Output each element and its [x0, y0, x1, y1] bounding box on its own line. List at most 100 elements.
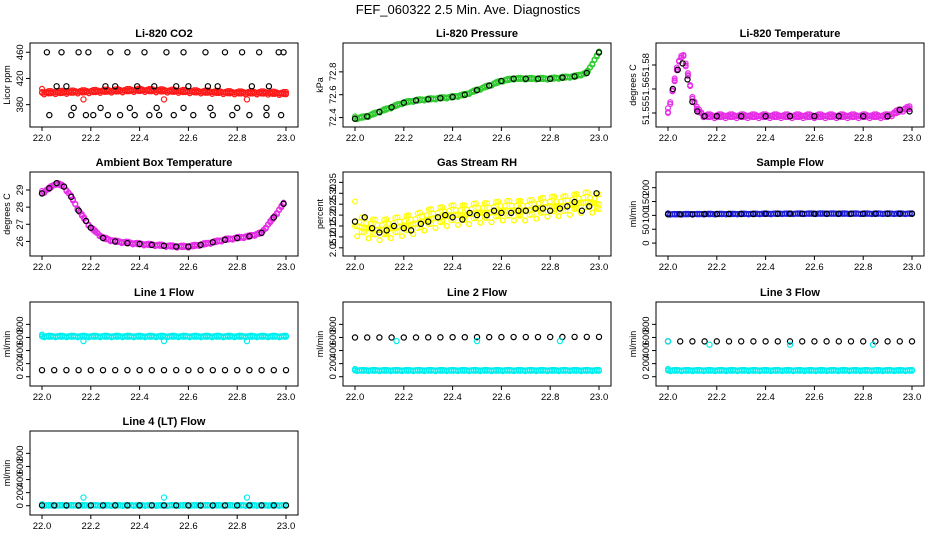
y-tick-label: 380 [15, 97, 26, 113]
band-point [454, 221, 461, 228]
data-point [38, 366, 46, 374]
x-tick-label: 22.6 [492, 262, 511, 273]
data-point [136, 366, 143, 374]
data-point [689, 338, 696, 345]
band-point [472, 200, 479, 207]
series-line1-black-bottom [38, 366, 290, 374]
band-point [428, 206, 435, 213]
data-point [774, 210, 782, 217]
data-point [221, 49, 229, 56]
data-point [388, 334, 395, 341]
data-point [246, 111, 253, 119]
series-sample-black [664, 210, 916, 218]
data-point [255, 49, 263, 56]
band-point [517, 197, 524, 204]
band-point [526, 197, 533, 204]
x-tick-label: 22.6 [805, 262, 824, 273]
data-point [160, 502, 168, 509]
data-point [163, 49, 170, 56]
band-point [504, 197, 511, 204]
plot-marks [38, 179, 287, 251]
data-point [593, 190, 600, 197]
data-point [58, 49, 65, 56]
series-line2-cyan-bottom [352, 365, 602, 375]
data-point [46, 111, 53, 119]
data-point [351, 218, 359, 225]
data-point [713, 112, 721, 120]
data-point [141, 49, 148, 56]
band-point [283, 333, 290, 340]
data-point [361, 214, 368, 221]
x-tick-label: 22.2 [395, 262, 414, 273]
data-point [908, 210, 916, 217]
data-point [786, 210, 794, 217]
data-point [498, 209, 505, 217]
band-point [566, 211, 573, 218]
data-point [799, 210, 806, 217]
y-tick-label: 72.8 [328, 63, 339, 82]
band-point [283, 91, 290, 98]
y-axis-label: degrees C [628, 64, 638, 106]
data-point [483, 211, 490, 219]
data-point [400, 334, 407, 341]
data-point [684, 76, 691, 83]
data-point [111, 83, 119, 90]
data-point [811, 112, 818, 120]
y-tick-label: 29 [15, 185, 26, 196]
data-point [750, 338, 757, 345]
data-point [221, 502, 229, 509]
band-point [432, 224, 439, 231]
data-point [116, 111, 124, 119]
x-tick-label: 22.8 [228, 521, 247, 532]
band-point [571, 191, 578, 198]
data-point [280, 49, 287, 56]
x-tick-label: 22.6 [179, 521, 198, 532]
data-point [578, 207, 586, 214]
band-point [405, 212, 412, 219]
panel-title: Sample Flow [756, 157, 824, 169]
x-tick-label: 22.0 [659, 392, 678, 403]
data-point [282, 502, 290, 509]
data-point [383, 227, 390, 234]
y-tick-label: 400 [15, 343, 26, 359]
data-point [160, 337, 168, 345]
data-point [522, 333, 530, 341]
x-tick-label: 23.0 [903, 262, 922, 273]
data-point [43, 49, 51, 56]
x-tick-label: 22.6 [492, 133, 511, 144]
data-point [124, 49, 131, 56]
x-tick-label: 23.0 [277, 521, 296, 532]
data-point [388, 104, 395, 111]
data-point [738, 338, 745, 345]
panel-4: Ambient Box Temperature degrees C 22.0 22.2… [2, 157, 299, 273]
data-point [233, 366, 241, 374]
data-point [233, 234, 241, 242]
x-tick-label: 22.6 [805, 392, 824, 403]
y-tick-label: 2.15 [328, 217, 339, 236]
data-point [449, 93, 456, 101]
data-point [486, 333, 493, 341]
data-point [124, 366, 131, 374]
y-tick-label: 600 [15, 459, 26, 475]
data-point [595, 333, 603, 341]
band-point [589, 61, 596, 68]
data-point [473, 333, 481, 341]
data-point [701, 210, 708, 218]
series-line1-cyan-top [38, 331, 290, 341]
data-point [679, 60, 686, 67]
data-point [111, 238, 119, 245]
data-point [270, 502, 277, 509]
x-tick-label: 22.2 [82, 133, 101, 144]
band-point [394, 214, 401, 221]
x-tick-label: 22.8 [228, 133, 247, 144]
data-point [786, 112, 794, 120]
x-tick-label: 22.0 [33, 521, 52, 532]
data-point [556, 205, 564, 212]
y-tick-label: 460 [15, 44, 26, 60]
band-point [560, 193, 567, 200]
x-tick-label: 23.0 [277, 133, 296, 144]
panel-title: Gas Stream RH [437, 157, 517, 169]
data-point [209, 366, 216, 374]
data-point [664, 211, 672, 218]
data-point [376, 229, 383, 236]
